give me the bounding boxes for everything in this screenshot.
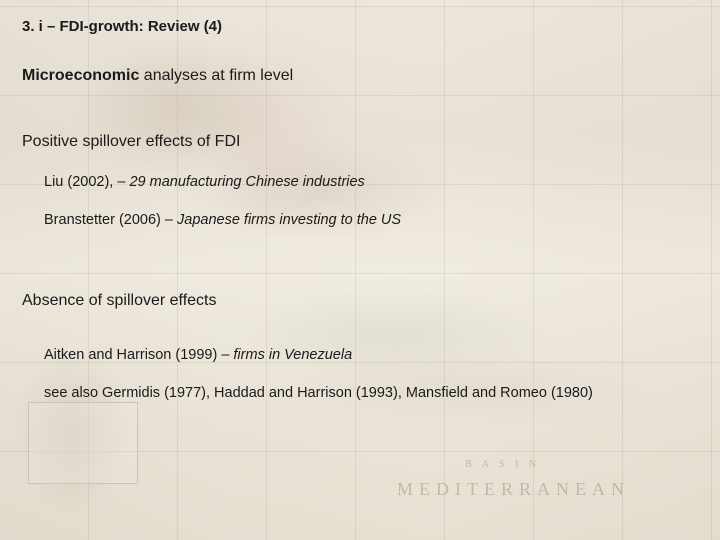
list-item: Branstetter (2006) – Japanese firms inve… — [44, 211, 698, 231]
slide-subtitle: Microeconomic analyses at firm level — [22, 67, 698, 85]
list-item: see also Germidis (1977), Haddad and Har… — [44, 384, 698, 404]
item-italic: 29 manufacturing Chinese industries — [129, 174, 364, 190]
slide-content: 3. i – FDI-growth: Review (4) Microecono… — [0, 0, 720, 439]
subtitle-rest: analyses at firm level — [139, 67, 293, 84]
slide-title: 3. i – FDI-growth: Review (4) — [22, 18, 698, 35]
item-lead: Liu (2002), – — [44, 174, 129, 190]
map-basin-label: B A S I N — [465, 459, 540, 470]
item-lead: Branstetter (2006) – — [44, 212, 177, 228]
item-lead: Aitken and Harrison (1999) – — [44, 347, 233, 363]
item-lead: see also Germidis (1977), Haddad and Har… — [44, 385, 593, 401]
list-item: Liu (2002), – 29 manufacturing Chinese i… — [44, 173, 698, 193]
subtitle-bold: Microeconomic — [22, 67, 139, 84]
section-heading: Positive spillover effects of FDI — [22, 133, 698, 151]
section-heading: Absence of spillover effects — [22, 292, 698, 310]
list-item: Aitken and Harrison (1999) – firms in Ve… — [44, 346, 698, 366]
item-italic: Japanese firms investing to the US — [177, 212, 401, 228]
item-italic: firms in Venezuela — [233, 347, 352, 363]
map-mediterranean-label: MEDITERRANEAN — [397, 479, 630, 500]
